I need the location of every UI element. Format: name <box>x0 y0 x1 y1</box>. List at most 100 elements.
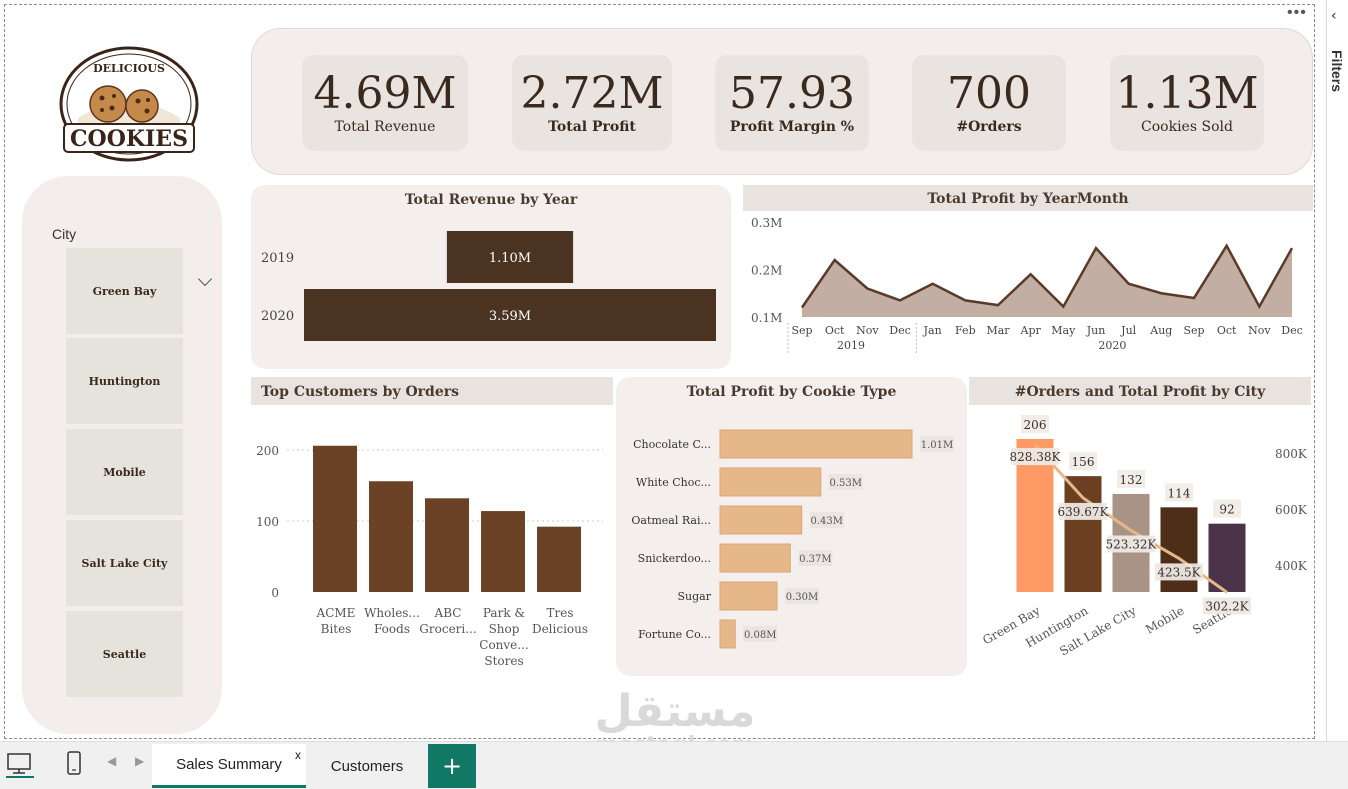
top-customers-chart[interactable]: Top Customers by Orders 0 100 200 ACME Bites… <box>251 377 613 677</box>
chevron-left-icon[interactable]: ‹ <box>1331 8 1337 24</box>
kpi-cookies-sold[interactable]: 1.13M Cookies Sold <box>1110 55 1264 151</box>
city-orders-bar <box>1065 476 1102 592</box>
mobile-view-icon[interactable] <box>66 750 82 776</box>
kpi-value: 2.72M <box>512 69 672 119</box>
tab-label: Customers <box>331 758 404 775</box>
x-tick-label: Aug <box>1149 324 1172 337</box>
cookie-type-label: Chocolate C... <box>633 438 711 451</box>
cookie-type-label: Sugar <box>678 590 712 603</box>
kpi-profit-margin[interactable]: 57.93 Profit Margin % <box>715 55 869 151</box>
profit-by-yearmonth-chart[interactable]: Total Profit by YearMonth 0.1M 0.2M 0.3M Se… <box>743 185 1313 369</box>
revenue-by-year-chart[interactable]: Total Revenue by Year 2019 1.10M 2020 3.59M <box>251 185 731 369</box>
city-orders-label: 114 <box>1168 486 1191 500</box>
kpi-value: 1.13M <box>1110 69 1264 119</box>
cookie-profit-value: 0.53M <box>829 478 862 489</box>
tab-customers[interactable]: Customers <box>306 744 428 788</box>
kpi-label: Cookies Sold <box>1110 119 1264 135</box>
profit-by-cookie-type-chart[interactable]: Total Profit by Cookie Type Chocolate C.… <box>616 377 967 676</box>
x-tick-label: Bites <box>321 622 352 636</box>
chevron-down-icon[interactable] <box>198 272 212 286</box>
x-tick-label: Feb <box>955 324 976 337</box>
x-tick-label: ABC <box>434 606 462 620</box>
cookie-profit-value: 1.01M <box>921 440 954 451</box>
customer-orders-bar <box>369 481 413 592</box>
x-tick-label: Jul <box>1120 324 1136 337</box>
x-tick-label: Conve... <box>479 638 528 652</box>
page-tab-bar: ◀ ▶ Sales Summary x Customers + <box>0 741 1348 789</box>
y-tick-label: 0.3M <box>751 216 782 230</box>
slicer-item-green-bay[interactable]: Green Bay <box>66 248 183 334</box>
x-tick-label: Stores <box>484 654 523 668</box>
profit-area <box>802 246 1292 317</box>
kpi-total-revenue[interactable]: 4.69M Total Revenue <box>302 55 468 151</box>
cookie-type-label: Fortune Co... <box>638 628 711 641</box>
slicer-item-mobile[interactable]: Mobile <box>66 429 183 515</box>
x-tick-label: Dec <box>889 324 911 337</box>
desktop-view-icon[interactable] <box>6 752 34 778</box>
city-orders-label: 132 <box>1120 473 1143 487</box>
cookie-type-label: Snickerdoo... <box>638 552 711 565</box>
close-tab-icon[interactable]: x <box>295 748 301 762</box>
y-tick-label: 0.1M <box>751 311 782 325</box>
x-tick-label: Delicious <box>532 622 588 636</box>
profit-by-cookie-type-svg: Chocolate C... 1.01MWhite Choc... 0.53MOat… <box>616 377 967 676</box>
scroll-right-icon[interactable]: ▶ <box>135 754 144 768</box>
city-profit-label: 423.5K <box>1157 565 1201 579</box>
kpi-label: Profit Margin % <box>715 119 869 135</box>
kpi-label: Total Profit <box>512 119 672 135</box>
cookie-profit-bar <box>720 506 802 534</box>
year-group-label: 2020 <box>1098 339 1126 352</box>
city-profit-label: 523.32K <box>1106 537 1158 551</box>
revenue-by-year-svg: 2019 1.10M2020 3.59M <box>251 185 731 369</box>
filters-pane[interactable]: ‹ Filters <box>1326 0 1348 745</box>
x-tick-label: May <box>1051 324 1076 337</box>
add-page-button[interactable]: + <box>428 744 476 788</box>
more-options-icon[interactable]: ••• <box>1287 4 1307 22</box>
x-tick-label: Mar <box>986 324 1010 337</box>
cookie-type-label: White Choc... <box>636 476 711 489</box>
top-customers-svg: 0 100 200 ACME Bites Wholes... Foods ABC Groceri… <box>251 377 613 677</box>
slicer-item-seattle[interactable]: Seattle <box>66 611 183 697</box>
kpi-total-profit[interactable]: 2.72M Total Profit <box>512 55 672 151</box>
x-tick-label: Dec <box>1281 324 1303 337</box>
x-tick-label: Jan <box>923 324 942 337</box>
x-tick-label: ACME <box>316 606 356 620</box>
orders-profit-by-city-chart[interactable]: #Orders and Total Profit by City 400K 600… <box>969 377 1311 677</box>
cookie-profit-bar <box>720 582 777 610</box>
slicer-header[interactable]: City <box>52 226 218 242</box>
x-tick-label: Jun <box>1086 324 1106 337</box>
kpi-label: #Orders <box>912 119 1066 135</box>
kpi-orders[interactable]: 700 #Orders <box>912 55 1066 151</box>
slicer-item-huntington[interactable]: Huntington <box>66 338 183 424</box>
kpi-band: 4.69M Total Revenue 2.72M Total Profit 5… <box>251 28 1313 175</box>
logo-main-text: COOKIES <box>70 126 188 152</box>
cookie-profit-value: 0.30M <box>786 592 819 603</box>
cookie-profit-bar <box>720 430 912 458</box>
city-orders-label: 92 <box>1219 503 1234 517</box>
orders-profit-by-city-svg: 400K600K800K206Green Bay156Huntington132… <box>969 377 1311 677</box>
x-tick-label: Foods <box>374 622 410 636</box>
x-tick-label: Nov <box>856 324 879 337</box>
customer-orders-bar <box>537 527 581 592</box>
cookie-profit-value: 0.08M <box>744 630 777 641</box>
x-tick-label: Nov <box>1248 324 1271 337</box>
cookie-profit-bar <box>720 620 735 648</box>
kpi-value: 4.69M <box>302 69 468 119</box>
scroll-left-icon[interactable]: ◀ <box>107 754 116 768</box>
cookie-profit-value: 0.43M <box>810 516 843 527</box>
city-x-label: Mobile <box>1143 603 1186 636</box>
kpi-value: 57.93 <box>715 69 869 119</box>
tab-sales-summary[interactable]: Sales Summary x <box>152 744 306 788</box>
x-tick-label: Sep <box>791 324 812 337</box>
x-tick-label: Tres <box>547 606 574 620</box>
city-orders-label: 156 <box>1072 455 1095 469</box>
city-profit-label: 639.67K <box>1058 505 1110 519</box>
y-tick-label: 100 <box>256 515 279 529</box>
year-label: 2020 <box>261 309 294 324</box>
x-tick-label: Groceri... <box>419 622 476 636</box>
cookie-icon <box>90 86 126 122</box>
filters-label[interactable]: Filters <box>1329 50 1345 92</box>
slicer-item-salt-lake-city[interactable]: Salt Lake City <box>66 520 183 606</box>
y-tick-label: 0.2M <box>751 264 782 278</box>
x-tick-label: Oct <box>1217 324 1237 337</box>
